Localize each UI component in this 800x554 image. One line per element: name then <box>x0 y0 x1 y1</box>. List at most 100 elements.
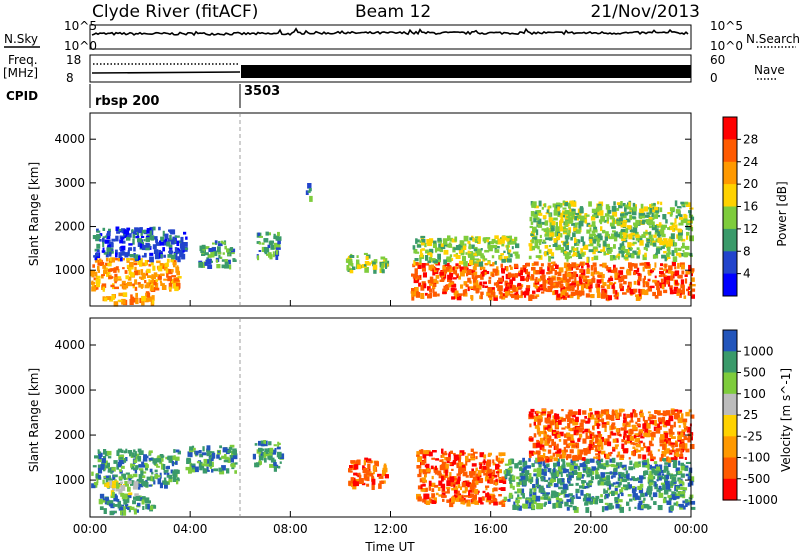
echo-cell <box>144 252 147 256</box>
echo-cell <box>584 428 589 433</box>
echo-cell <box>346 265 350 271</box>
echo-cell <box>568 218 573 224</box>
echo-cell <box>670 424 674 429</box>
echo-cell <box>677 262 680 269</box>
echo-cell <box>621 487 626 490</box>
echo-cell <box>463 452 466 455</box>
echo-cell <box>224 245 227 250</box>
echo-cell <box>509 480 512 484</box>
echo-cell <box>276 244 281 248</box>
echo-cell <box>691 436 693 441</box>
echo-cell <box>160 455 165 458</box>
echo-cell <box>153 461 156 465</box>
echo-cell <box>208 456 212 461</box>
echo-cell <box>472 266 477 271</box>
echo-cell <box>626 435 632 441</box>
echo-cell <box>133 246 136 252</box>
echo-cell <box>110 284 115 288</box>
echo-cell <box>149 256 154 263</box>
echo-cell <box>467 482 470 486</box>
echo-cell <box>517 286 523 289</box>
echo-cell <box>528 450 534 456</box>
echo-cell <box>277 231 280 237</box>
echo-cell <box>542 449 547 452</box>
echo-cell <box>415 238 418 244</box>
echo-cell <box>141 255 147 258</box>
echo-cell <box>686 427 690 430</box>
echo-cell <box>622 422 625 427</box>
echo-cell <box>485 486 488 491</box>
colorbar-tick-label: 500 <box>743 366 766 380</box>
echo-cell <box>422 272 427 278</box>
echo-cell <box>500 240 505 244</box>
echo-cell <box>232 462 236 468</box>
echo-cell <box>568 483 574 486</box>
echo-cell <box>688 472 692 476</box>
echo-cell <box>617 493 620 498</box>
echo-cell <box>662 484 666 490</box>
echo-cell <box>666 280 670 285</box>
echo-cell <box>589 434 593 439</box>
echo-cell <box>499 479 504 483</box>
echo-cell <box>629 478 633 481</box>
echo-cell <box>503 496 508 501</box>
echo-cell <box>104 267 109 272</box>
echo-cell <box>674 242 678 247</box>
echo-cell <box>199 465 203 471</box>
echo-cell <box>155 242 160 246</box>
echo-cell <box>615 428 619 432</box>
echo-cell <box>356 255 359 258</box>
echo-cell <box>506 238 510 242</box>
echo-cell <box>107 480 113 486</box>
echo-cell <box>654 282 660 286</box>
echo-cell <box>136 231 139 236</box>
echo-cell <box>557 271 562 276</box>
echo-cell <box>479 452 485 458</box>
echo-cell <box>663 289 668 294</box>
echo-cell <box>118 469 122 472</box>
x-tick-label: 04:00 <box>173 522 208 536</box>
echo-cell <box>118 252 122 258</box>
echo-cell <box>523 265 526 268</box>
echo-cell <box>441 494 444 498</box>
echo-cell <box>567 454 572 459</box>
echo-cell <box>616 454 619 458</box>
echo-cell <box>482 281 487 285</box>
echo-cell <box>626 439 630 444</box>
echo-cell <box>168 250 174 254</box>
echo-cell <box>466 502 471 507</box>
echo-cell <box>680 432 684 438</box>
echo-cell <box>446 284 450 290</box>
echo-cell <box>455 457 460 461</box>
echo-cell <box>635 421 638 424</box>
x-tick-label: 12:00 <box>373 522 408 536</box>
echo-cell <box>647 239 651 242</box>
echo-cell <box>145 479 148 483</box>
echo-cell <box>634 506 637 509</box>
echo-cell <box>607 295 612 301</box>
echo-cell <box>531 506 536 510</box>
echo-cell <box>610 269 615 273</box>
echo-cell <box>543 432 547 437</box>
echo-cell <box>115 252 118 258</box>
echo-cell <box>560 478 565 483</box>
echo-cell <box>348 260 353 266</box>
echo-cell <box>620 492 624 497</box>
echo-cell <box>601 479 606 482</box>
echo-cell <box>534 205 539 209</box>
echo-cell <box>603 251 607 256</box>
echo-cell <box>550 283 555 289</box>
echo-cell <box>454 236 458 242</box>
echo-cell <box>553 466 556 469</box>
echo-cell <box>101 283 107 288</box>
echo-cell <box>632 202 636 207</box>
echo-cell <box>104 239 110 244</box>
echo-cell <box>568 229 571 234</box>
echo-cell <box>635 219 640 225</box>
echo-cell <box>629 435 634 441</box>
echo-cell <box>101 458 106 464</box>
echo-cell <box>138 228 142 234</box>
echo-cell <box>221 455 226 459</box>
echo-cell <box>620 224 623 228</box>
echo-cell <box>682 242 685 249</box>
